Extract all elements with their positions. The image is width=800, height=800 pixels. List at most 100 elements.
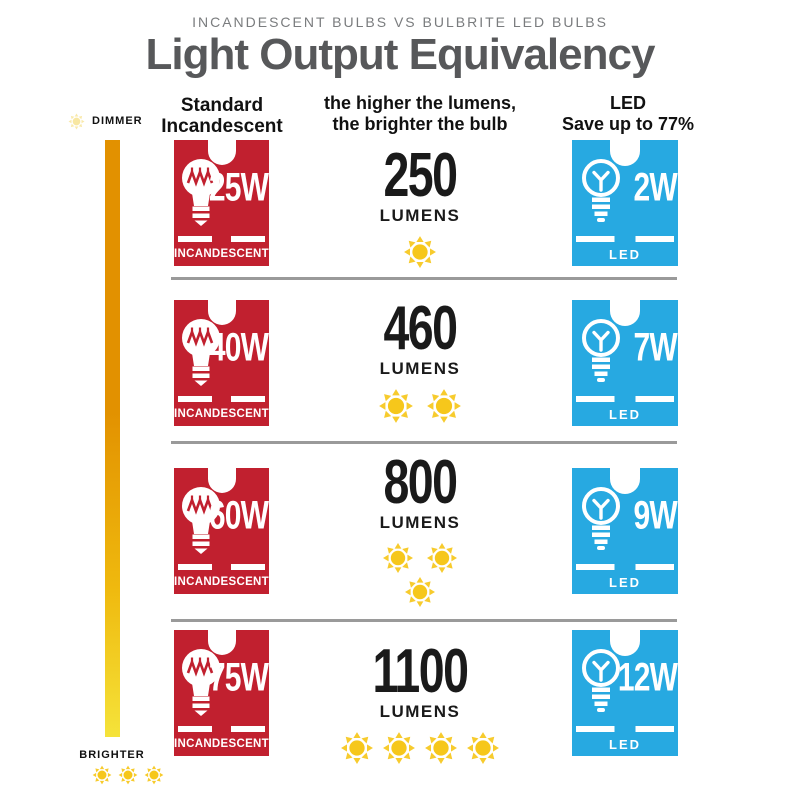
lumens-label: LUMENS [379, 206, 461, 225]
incandescent-wattage: 40W [208, 325, 269, 370]
sun-icon [144, 765, 164, 785]
sun-icon [426, 542, 458, 574]
led-wattage: 12W [617, 655, 678, 700]
sun-icon [378, 388, 414, 424]
lumens-label: LUMENS [379, 702, 461, 721]
led-band-label: LED [572, 570, 678, 594]
lumens-value: 1100 [372, 637, 469, 706]
incandescent-card: 60W INCANDESCENT [174, 468, 269, 594]
card-perforation [572, 396, 678, 402]
sun-icon [382, 731, 416, 765]
card-body: 25W [174, 140, 269, 236]
led-band-label: LED [572, 732, 678, 756]
card-perforation [174, 726, 269, 732]
card-notch [207, 468, 236, 493]
sun-icon [382, 542, 414, 574]
brightness-gradient-bar [105, 140, 120, 737]
card-body: 12W [572, 630, 678, 726]
card-notch [610, 300, 640, 326]
equivalency-row-60w: 60W INCANDESCENT 800 LUMENS 9W LED [0, 452, 800, 598]
column-header-lumens: the higher the lumens, the brighter the … [300, 93, 540, 135]
brighter-label: BRIGHTER [79, 749, 145, 761]
lumens-value: 250 [383, 141, 458, 210]
incandescent-band-label: INCANDESCENT [174, 570, 269, 594]
card-notch [207, 300, 236, 325]
card-notch [610, 630, 640, 656]
card-notch [610, 140, 640, 166]
sun-icon [340, 731, 374, 765]
sun-icon [403, 235, 437, 269]
lumens-value: 460 [383, 294, 458, 363]
column-header-line: the brighter the bulb [332, 114, 508, 134]
led-wattage: 9W [633, 493, 678, 538]
incandescent-card: 25W INCANDESCENT [174, 140, 269, 266]
equivalency-row-75w: 75W INCANDESCENT 1100 LUMENS 12W LED [0, 630, 800, 760]
sun-row [310, 731, 530, 765]
sun-icon [466, 731, 500, 765]
card-body: 2W [572, 140, 678, 236]
sun-row [310, 576, 530, 608]
led-bulb-icon [577, 152, 625, 232]
card-perforation [174, 564, 269, 570]
led-band-label: LED [572, 242, 678, 266]
brighter-suns [72, 765, 184, 785]
led-band-label: LED [572, 402, 678, 426]
led-card: 9W LED [572, 468, 678, 594]
sun-row [310, 388, 530, 424]
row-divider [171, 277, 677, 280]
incandescent-wattage: 75W [208, 655, 269, 700]
incandescent-band-label: INCANDESCENT [174, 732, 269, 756]
led-bulb-icon [577, 480, 625, 560]
sun-icon [92, 765, 112, 785]
lumens-label: LUMENS [379, 513, 461, 532]
lumens-block: 1100 LUMENS [310, 637, 530, 765]
column-header-line: Standard [180, 95, 264, 116]
card-body: 7W [572, 300, 678, 396]
card-perforation [174, 396, 269, 402]
lumens-block: 250 LUMENS [310, 141, 530, 269]
card-perforation [572, 726, 678, 732]
card-body: 9W [572, 468, 678, 564]
card-perforation [572, 236, 678, 242]
lumens-block: 800 LUMENS [310, 448, 530, 608]
card-body: 40W [174, 300, 269, 396]
equivalency-row-25w: 25W INCANDESCENT 250 LUMENS 2W LED [0, 140, 800, 270]
sun-row [310, 235, 530, 269]
led-card: 2W LED [572, 140, 678, 266]
card-notch [207, 630, 236, 655]
page-title: Light Output Equivalency [145, 30, 656, 79]
column-header-line: the higher the lumens, [323, 93, 517, 113]
led-card: 7W LED [572, 300, 678, 426]
incandescent-band-label: INCANDESCENT [174, 402, 269, 426]
column-header-line: Incandescent [161, 116, 283, 137]
led-wattage: 2W [633, 165, 678, 210]
incandescent-card: 40W INCANDESCENT [174, 300, 269, 426]
card-body: 75W [174, 630, 269, 726]
card-perforation [174, 236, 269, 242]
led-wattage: 7W [633, 325, 678, 370]
sun-icon [118, 765, 138, 785]
incandescent-wattage: 25W [208, 165, 269, 210]
column-header-line: LED [610, 93, 646, 113]
lumens-block: 460 LUMENS [310, 294, 530, 424]
column-header-incandescent: Standard Incandescent [122, 95, 322, 137]
dimmer-label: DIMMER [92, 115, 143, 127]
equivalency-row-40w: 40W INCANDESCENT 460 LUMENS 7W LED [0, 294, 800, 430]
sun-row [310, 542, 530, 574]
sun-icon [426, 388, 462, 424]
card-notch [610, 468, 640, 494]
page-subtitle: INCANDESCENT BULBS VS BULBRITE LED BULBS [192, 14, 608, 30]
row-divider [171, 441, 677, 444]
incandescent-card: 75W INCANDESCENT [174, 630, 269, 756]
row-divider [171, 619, 677, 622]
incandescent-band-label: INCANDESCENT [174, 242, 269, 266]
led-card: 12W LED [572, 630, 678, 756]
lumens-label: LUMENS [379, 359, 461, 378]
led-bulb-icon [577, 312, 625, 392]
card-body: 60W [174, 468, 269, 564]
lumens-value: 800 [383, 448, 458, 517]
card-notch [207, 140, 236, 165]
column-header-line: Save up to 77% [561, 114, 695, 134]
dimmer-sun-icon [68, 113, 85, 130]
